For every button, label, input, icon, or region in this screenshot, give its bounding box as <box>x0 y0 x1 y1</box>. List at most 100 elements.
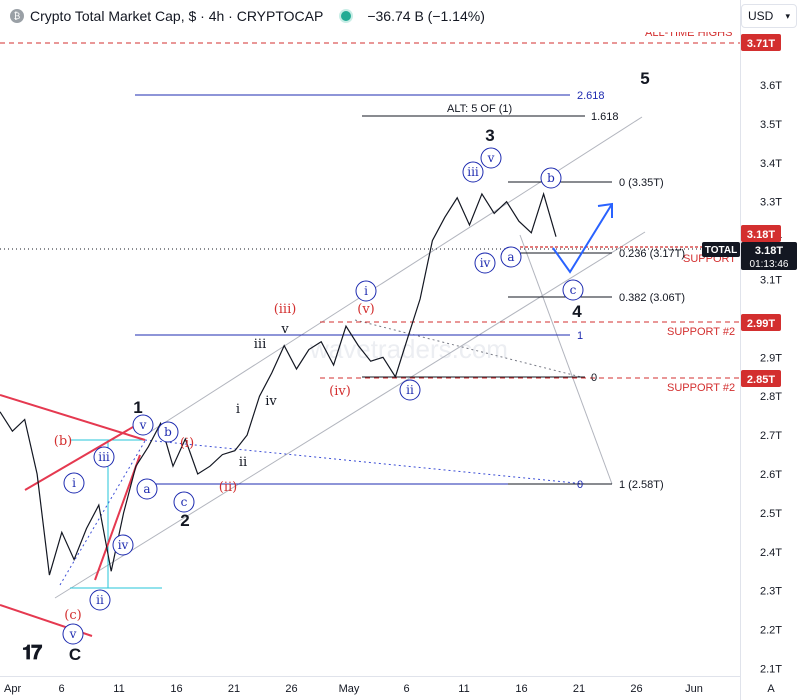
time-axis[interactable]: Apr 6 11 16 21 26 May 6 11 16 21 26 Jun <box>4 683 703 695</box>
wave-red-c: (c) <box>64 608 81 623</box>
svg-text:3: 3 <box>485 126 494 145</box>
svg-text:b: b <box>164 425 172 439</box>
x-tick-label: 6 <box>403 683 409 695</box>
y-tick-label: 3.5T <box>760 119 782 131</box>
price-axis[interactable]: 3.6T3.5T3.4T3.3T3.2T3.1T2.9T2.8T2.7T2.6T… <box>760 80 782 676</box>
fib-1-label: 1 <box>577 330 583 342</box>
x-tick-label: May <box>339 683 360 695</box>
wave-circle-b-top: b <box>540 167 562 189</box>
fib-extension-lines <box>135 94 585 485</box>
y-tick-label: 2.9T <box>760 352 782 364</box>
svg-text:4: 4 <box>572 302 582 321</box>
svg-text:ii: ii <box>406 383 414 397</box>
currency-label: USD <box>748 9 774 23</box>
y-tick-label: 2.5T <box>760 508 782 520</box>
svg-text:ii: ii <box>96 593 104 607</box>
svg-text:3.71T: 3.71T <box>747 38 775 50</box>
svg-text:01:13:46: 01:13:46 <box>750 259 789 270</box>
svg-text:v: v <box>280 322 289 337</box>
svg-text:i: i <box>364 284 368 298</box>
wave-red-i: (i) <box>180 436 194 451</box>
wave-red-ii: (ii) <box>219 480 237 495</box>
wave-circle-v-bottom: v <box>62 623 84 645</box>
x-tick-label: 26 <box>630 683 642 695</box>
y-tick-label: 2.6T <box>760 469 782 481</box>
svg-text:3.18T: 3.18T <box>747 229 775 241</box>
y-tick-label: 2.3T <box>760 586 782 598</box>
svg-text:iii: iii <box>254 337 266 352</box>
dotted-trend-lines <box>0 248 740 586</box>
x-tick-label: 26 <box>285 683 297 695</box>
svg-text:iii: iii <box>98 450 110 464</box>
fib-retracement-lines <box>508 181 612 485</box>
wave-circle-iv-left: iv <box>112 534 134 556</box>
y-tick-label: 3.4T <box>760 158 782 170</box>
svg-text:v: v <box>487 151 495 165</box>
symbol-title[interactable]: Crypto Total Market Cap, $ · 4h · CRYPTO… <box>30 8 324 24</box>
wave-circle-v-top: v <box>480 147 502 169</box>
svg-text:c: c <box>181 495 188 509</box>
wave-red-iv: (iv) <box>329 384 351 399</box>
wave-circle-i-mid: i <box>355 280 377 302</box>
x-tick-label: 11 <box>458 683 469 695</box>
projection-arrow <box>552 202 613 274</box>
wave-circle-a-left: a <box>136 478 158 500</box>
svg-text:1: 1 <box>133 398 142 417</box>
market-status-icon[interactable] <box>341 11 352 21</box>
fib-ret-0382-label: 0.382 (3.06T) <box>619 292 685 304</box>
major-wave-labels: 5 3 4 1 2 C <box>69 69 650 664</box>
fib-0-blue-label: 0 <box>577 479 583 491</box>
y-tick-label: 3.3T <box>760 197 782 209</box>
wave-red-iii: (iii) <box>274 302 297 317</box>
svg-text:v: v <box>139 418 147 432</box>
tradingview-logo-icon[interactable]: 𝟏𝟕 <box>22 642 42 664</box>
plot-area <box>0 0 740 676</box>
price-series-line <box>0 191 557 576</box>
wave-circle-ii-mid: ii <box>399 379 421 401</box>
wave-circle-iii-left: iii <box>93 446 115 468</box>
wave-circle-a-top: a <box>500 246 522 268</box>
fib-ret-0-label: 0 (3.35T) <box>619 177 664 189</box>
current-price-badge: TOTAL 3.18T 01:13:46 <box>702 242 797 270</box>
x-tick-label: 11 <box>113 683 124 695</box>
y-tick-label: 2.4T <box>760 547 782 559</box>
svg-text:iv: iv <box>480 256 491 270</box>
x-tick-label: 6 <box>58 683 64 695</box>
support-price-badge: 3.18T <box>741 225 781 242</box>
x-tick-label: 21 <box>228 683 240 695</box>
y-tick-label: 2.8T <box>760 391 782 403</box>
fib-ret-0236-label: 0.236 (3.17T) <box>619 248 685 260</box>
y-tick-label: 2.7T <box>760 430 782 442</box>
price-change: −36.74 B (−1.14%) <box>367 8 485 24</box>
currency-selector[interactable]: USD ▾ <box>741 4 797 28</box>
svg-text:C: C <box>69 645 81 664</box>
ath-price-badge: 3.71T <box>741 34 781 51</box>
alt-label: ALT: 5 OF (1) <box>447 103 512 115</box>
wave-circle-b-left: b <box>157 421 179 443</box>
y-tick-label: 3.6T <box>760 80 782 92</box>
svg-text:ii: ii <box>239 455 247 470</box>
red-wave-labels: (iii) (v) (iv) (i) (ii) (b) (c) <box>54 302 375 623</box>
svg-text:5: 5 <box>640 69 649 88</box>
channel-diagonal-line <box>519 234 613 485</box>
minor-wave-labels: v iii i ii iv <box>236 322 289 470</box>
price-badges: 3.71T 3.18T 2.99T 2.85T TOTAL 3.18T 01:1… <box>702 34 797 387</box>
svg-text:TOTAL: TOTAL <box>705 245 737 256</box>
svg-text:a: a <box>143 482 150 496</box>
x-tick-label: Apr <box>4 683 21 695</box>
x-tick-label: 16 <box>170 683 182 695</box>
auto-scale-button[interactable]: A <box>767 683 775 695</box>
svg-text:b: b <box>547 171 555 185</box>
svg-text:i: i <box>72 476 76 490</box>
y-tick-label: 3.1T <box>760 275 782 287</box>
support2-lower-price-badge: 2.85T <box>741 370 781 387</box>
y-tick-label: 2.1T <box>760 664 782 676</box>
svg-text:2.99T: 2.99T <box>747 318 775 330</box>
fib-2618-label: 2.618 <box>577 90 605 102</box>
red-levels <box>0 42 740 379</box>
support2-upper-label: SUPPORT #2 <box>667 326 735 338</box>
svg-text:iii: iii <box>467 165 479 179</box>
svg-text:iv: iv <box>265 394 277 409</box>
wave-circle-v-left: v <box>132 414 154 436</box>
